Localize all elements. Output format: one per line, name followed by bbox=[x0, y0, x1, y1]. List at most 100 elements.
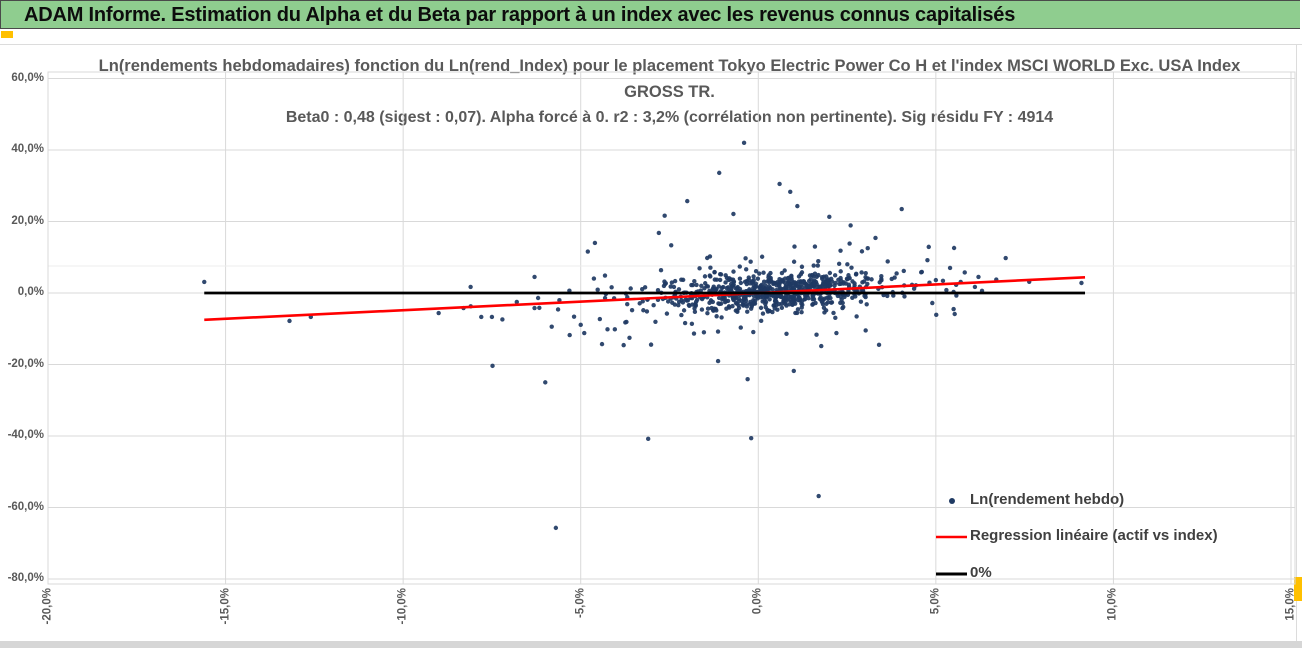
scatter-point bbox=[585, 249, 591, 254]
x-axis-tick-label: -5,0% bbox=[574, 588, 587, 619]
scatter-point bbox=[724, 306, 729, 311]
scatter-point bbox=[733, 286, 739, 291]
scatter-point bbox=[717, 170, 722, 176]
scatter-point bbox=[751, 329, 756, 335]
scatter-point bbox=[755, 294, 761, 299]
x-axis-tick-label: -20,0% bbox=[41, 588, 54, 625]
scatter-point bbox=[829, 279, 835, 284]
scatter-point bbox=[760, 311, 766, 316]
scatter-point bbox=[641, 308, 646, 313]
scatter-point bbox=[844, 276, 850, 281]
scatter-point bbox=[828, 295, 833, 301]
scatter-point bbox=[571, 314, 577, 319]
scatter-point bbox=[489, 314, 495, 320]
scatter-point bbox=[699, 307, 705, 312]
scatter-point bbox=[832, 283, 837, 288]
scatter-point bbox=[692, 278, 697, 284]
scatter-point bbox=[676, 287, 682, 292]
scatter-point bbox=[717, 277, 723, 283]
scatter-point bbox=[720, 284, 726, 290]
scatter-point bbox=[629, 307, 635, 313]
legend-item-label[interactable]: Ln(rendement hebdo) bbox=[970, 491, 1125, 508]
scatter-point bbox=[707, 273, 712, 278]
scatter-point bbox=[723, 280, 728, 285]
scatter-point bbox=[808, 277, 813, 282]
scatter-point bbox=[796, 274, 802, 279]
scatter-point bbox=[862, 293, 867, 299]
scatter-point bbox=[748, 435, 754, 441]
scatter-point bbox=[653, 319, 658, 324]
scatter-point bbox=[744, 304, 750, 309]
scatter-point bbox=[468, 284, 473, 290]
scatter-point bbox=[925, 257, 930, 263]
gold-marker-bottom-right bbox=[1294, 577, 1302, 601]
scatter-point bbox=[701, 330, 707, 335]
scatter-point bbox=[693, 302, 698, 307]
scatter-point bbox=[952, 311, 957, 317]
scatter-point bbox=[863, 328, 868, 333]
legend-item-label[interactable]: Regression linéaire (actif vs index) bbox=[970, 527, 1218, 544]
scatter-point bbox=[846, 273, 851, 278]
scatter-point bbox=[869, 277, 874, 282]
scatter-point bbox=[729, 288, 734, 293]
scatter-point bbox=[682, 320, 688, 326]
scatter-point bbox=[662, 213, 667, 218]
scatter-point bbox=[790, 280, 796, 286]
scatter-point bbox=[811, 263, 816, 268]
scatter-point bbox=[743, 256, 748, 261]
scatter-point bbox=[833, 315, 838, 321]
scatter-point bbox=[807, 273, 813, 278]
legend-item-label[interactable]: 0% bbox=[970, 564, 992, 581]
scatter-point bbox=[777, 181, 782, 187]
scatter-point bbox=[782, 268, 787, 273]
legend-marker-dot[interactable] bbox=[949, 498, 955, 504]
scatter-point bbox=[894, 271, 899, 276]
scatter-point bbox=[838, 248, 843, 253]
scatter-point bbox=[689, 282, 694, 288]
scatter-point bbox=[621, 342, 626, 348]
scatter-point bbox=[640, 286, 645, 292]
scatter-point bbox=[902, 294, 907, 299]
scatter-point bbox=[766, 278, 771, 283]
scatter-point bbox=[743, 267, 749, 272]
scatter-point bbox=[822, 310, 827, 315]
scatter-point bbox=[645, 436, 651, 442]
scatter-point bbox=[748, 259, 753, 264]
scatter-point bbox=[899, 206, 904, 212]
scatter-point bbox=[779, 305, 785, 310]
scatter-point bbox=[602, 273, 608, 278]
scatter-point bbox=[838, 278, 844, 283]
scatter-point bbox=[549, 324, 554, 329]
scatter-point bbox=[891, 293, 896, 298]
banner-title: ADAM Informe. Estimation du Alpha et du … bbox=[0, 0, 1300, 29]
scatter-point bbox=[535, 295, 541, 301]
scatter-point bbox=[876, 342, 882, 348]
scatter-point bbox=[796, 284, 801, 289]
scatter-point bbox=[852, 281, 857, 286]
scatter-point bbox=[885, 259, 890, 264]
scatter-point bbox=[776, 302, 782, 307]
scatter-point bbox=[790, 302, 795, 308]
scatter-point bbox=[741, 297, 747, 302]
scatter-point bbox=[705, 255, 710, 261]
scatter-point bbox=[731, 211, 736, 217]
y-axis-tick-label: 60,0% bbox=[11, 71, 44, 84]
scatter-point bbox=[864, 302, 869, 307]
scatter-point bbox=[557, 297, 562, 303]
scatter-point bbox=[567, 332, 572, 338]
scatter-point bbox=[858, 299, 864, 304]
scatter-point bbox=[705, 284, 711, 289]
scatter-point bbox=[699, 283, 704, 288]
scatter-point bbox=[692, 309, 698, 315]
scatter-point bbox=[731, 269, 736, 274]
scatter-point bbox=[605, 327, 610, 332]
scatter-point bbox=[670, 300, 675, 305]
scatter-point bbox=[694, 297, 700, 303]
scatter-point bbox=[597, 316, 603, 322]
scatter-point bbox=[679, 312, 684, 318]
scatter-point bbox=[801, 279, 806, 284]
scatter-point bbox=[711, 306, 717, 311]
scatter-point bbox=[724, 275, 730, 281]
x-axis-tick-label: -10,0% bbox=[396, 588, 409, 625]
